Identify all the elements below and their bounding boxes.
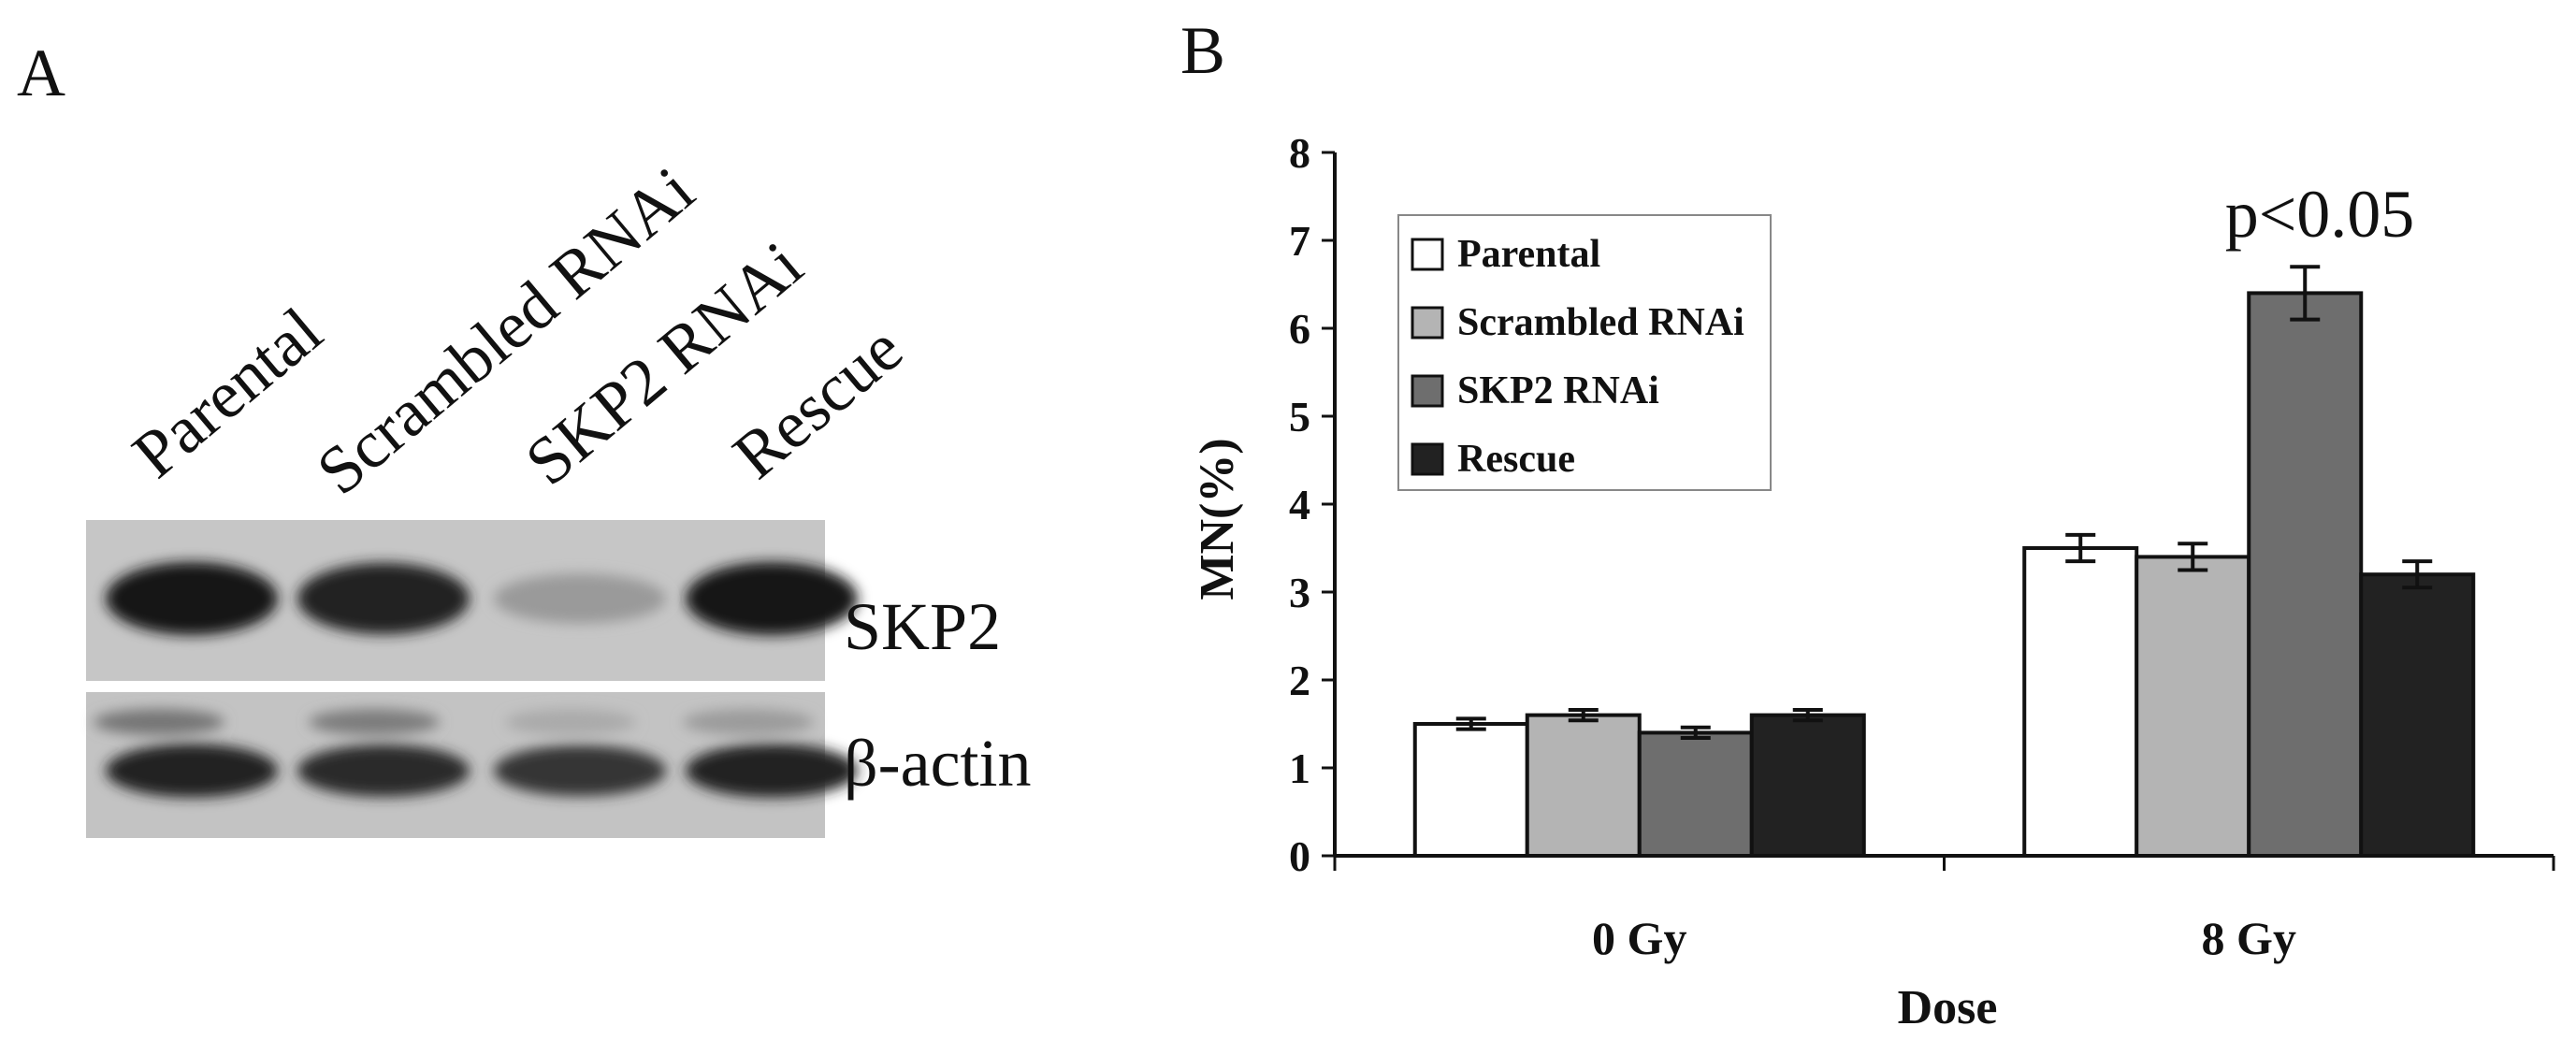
actin-upper-band-4 <box>683 709 814 735</box>
y-tick-label: 3 <box>1289 569 1310 616</box>
panel-a: A Parental Scrambled RNAi SKP2 RNAi Resc… <box>17 36 1032 838</box>
error-bar-scrambled-rnai-8-gy <box>2178 542 2208 572</box>
blot-skp2 <box>86 520 858 681</box>
actin-band-lane-3 <box>494 744 666 797</box>
legend-label-scrambled-rnai: Scrambled RNAi <box>1457 301 1744 344</box>
bar-scrambled-rnai-8-gy <box>2135 555 2251 859</box>
y-axis-ticks: 0 1 2 3 4 5 6 7 8 <box>1289 129 1335 880</box>
bar-skp2-rnai-0-gy <box>1637 730 1754 859</box>
legend-item-scrambled-rnai: Scrambled RNAi <box>1411 301 1744 344</box>
actin-band-lane-1 <box>106 744 278 798</box>
x-axis-title: Dose <box>1898 981 1998 1034</box>
error-bar-parental-0-gy <box>1455 716 1486 731</box>
y-tick-label: 2 <box>1289 657 1310 704</box>
bar-rescue-8-gy <box>2359 572 2476 858</box>
x-tick-label-8-gy: 8 Gy <box>2202 912 2296 964</box>
legend-label-parental: Parental <box>1457 233 1600 276</box>
actin-upper-band-3 <box>505 709 636 735</box>
y-tick-label: 7 <box>1289 217 1310 265</box>
y-tick-label: 8 <box>1289 129 1310 177</box>
panel-b: B 0 1 2 3 4 5 6 7 8 0 Gy 8 Gy MN(%) Dose p<0.05 P… <box>1180 13 2555 1034</box>
error-bar-skp2-rnai-8-gy <box>2290 265 2321 322</box>
legend: Parental Scrambled RNAi SKP2 RNAi Rescue <box>1397 214 1772 491</box>
panel-b-label: B <box>1180 13 1225 88</box>
blot-beta-actin <box>86 692 858 838</box>
legend-label-skp2-rnai: SKP2 RNAi <box>1457 369 1659 412</box>
actin-upper-band-2 <box>309 709 440 735</box>
legend-item-parental: Parental <box>1411 233 1600 276</box>
legend-label-rescue: Rescue <box>1457 438 1575 481</box>
significance-annotation: p<0.05 <box>2225 177 2415 252</box>
legend-swatch-parental <box>1411 238 1444 271</box>
bar-parental-8-gy <box>2022 546 2139 858</box>
skp2-band-lane-2 <box>297 562 470 635</box>
bar-rescue-0-gy <box>1749 713 1866 858</box>
y-axis-title: MN(%) <box>1191 438 1244 600</box>
skp2-band-lane-3 <box>494 573 666 624</box>
actin-upper-band-1 <box>94 709 224 735</box>
y-tick-label: 5 <box>1289 393 1310 441</box>
actin-band-lane-2 <box>297 744 470 797</box>
bar-scrambled-rnai-0-gy <box>1525 713 1642 858</box>
error-bar-rescue-8-gy <box>2402 559 2433 590</box>
skp2-band-lane-4 <box>686 561 858 636</box>
error-bar-parental-8-gy <box>2065 532 2096 564</box>
y-tick-label: 4 <box>1289 481 1310 528</box>
legend-swatch-rescue <box>1411 442 1444 476</box>
bar-chart: 0 1 2 3 4 5 6 7 8 0 Gy 8 Gy <box>1289 129 2555 964</box>
legend-item-skp2-rnai: SKP2 RNAi <box>1411 369 1659 412</box>
lane-label-parental: Parental <box>119 293 336 492</box>
x-axis-ticks: 0 Gy 8 Gy <box>1333 856 2555 964</box>
bar-skp2-rnai-8-gy <box>2247 291 2364 858</box>
legend-swatch-scrambled-rnai <box>1411 306 1444 340</box>
y-tick-label: 0 <box>1289 832 1310 880</box>
y-tick-label: 6 <box>1289 305 1310 353</box>
skp2-band-lane-1 <box>106 561 278 636</box>
panel-a-label: A <box>17 36 65 110</box>
error-bar-rescue-0-gy <box>1792 707 1823 723</box>
bar-parental-0-gy <box>1412 722 1529 858</box>
y-tick-label: 1 <box>1289 744 1310 792</box>
legend-item-rescue: Rescue <box>1411 438 1575 481</box>
blot-label-skp2: SKP2 <box>844 589 1001 664</box>
error-bar-skp2-rnai-0-gy <box>1680 725 1711 741</box>
x-tick-label-0-gy: 0 Gy <box>1592 912 1686 964</box>
actin-band-lane-4 <box>686 744 858 798</box>
legend-box <box>1397 214 1772 491</box>
legend-swatch-skp2-rnai <box>1411 374 1444 408</box>
error-bars <box>1455 265 2433 741</box>
error-bar-scrambled-rnai-0-gy <box>1568 707 1599 723</box>
blot-label-beta-actin: β-actin <box>844 726 1032 801</box>
